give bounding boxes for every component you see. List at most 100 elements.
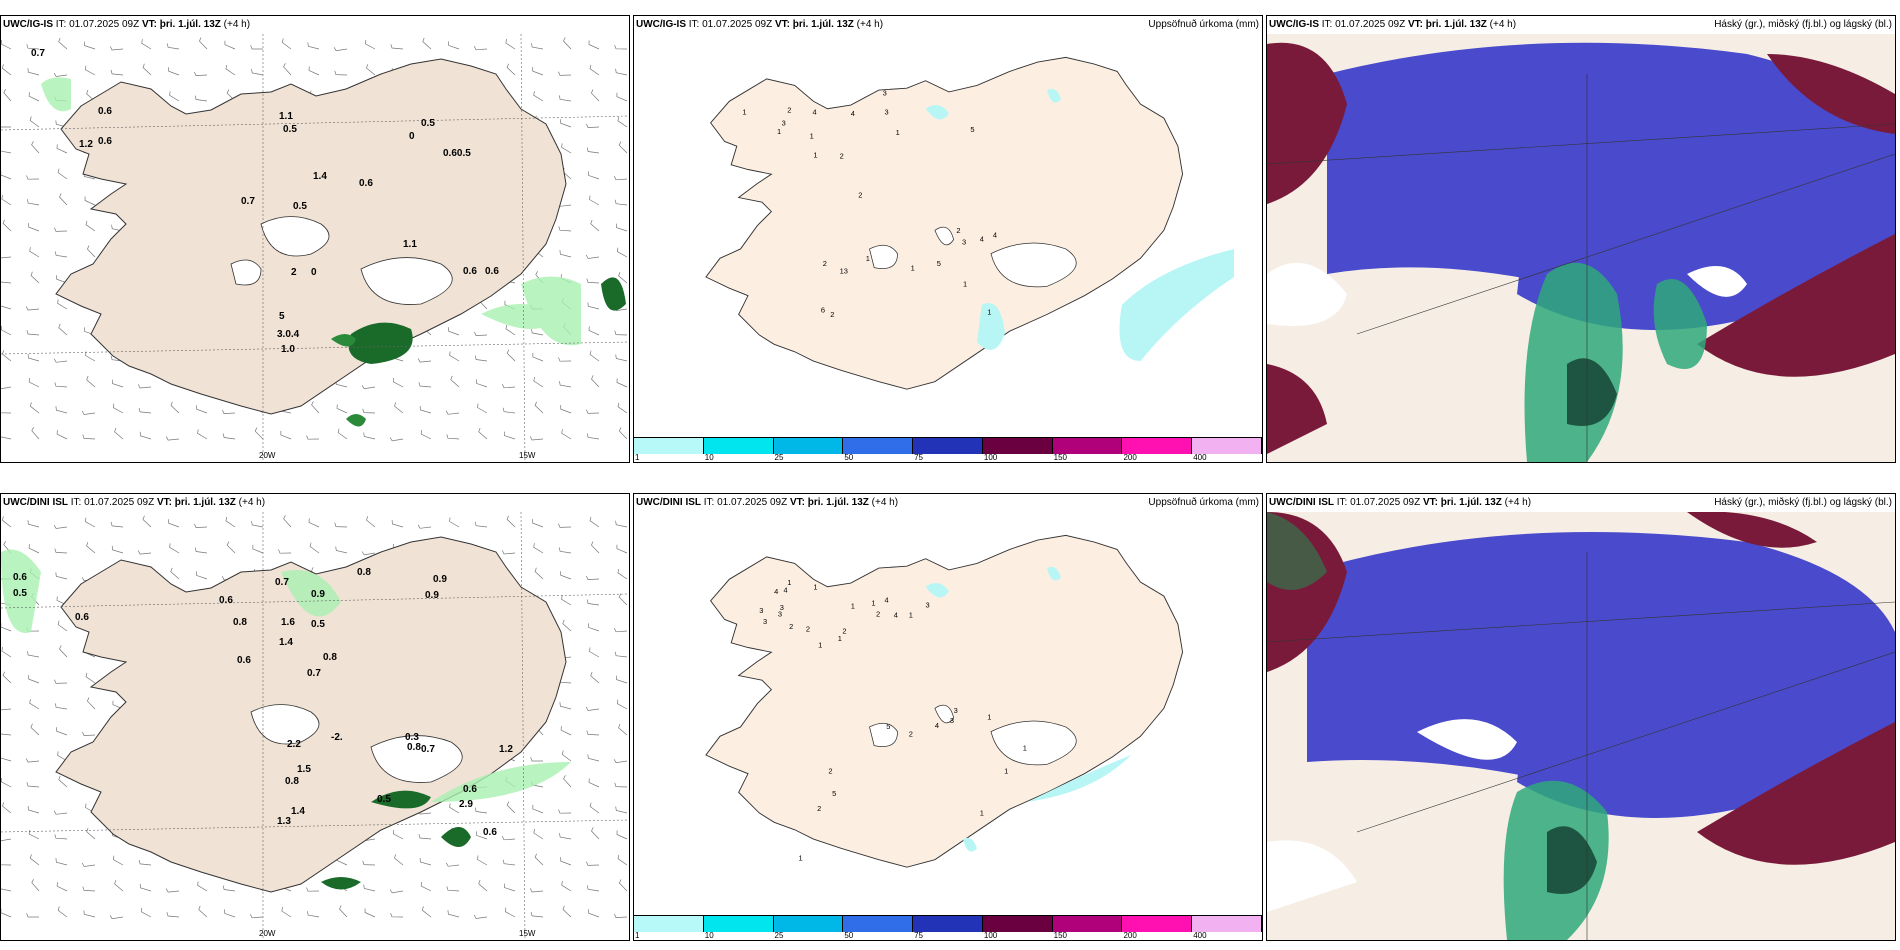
map-value-label: 1 (909, 611, 913, 620)
wind-barb (31, 427, 40, 440)
panel-dini-precip: UWC/DINI ISL IT: 01.07.2025 09Z VT: þri.… (633, 493, 1263, 941)
cloud-map (1267, 512, 1895, 940)
colorbar-swatch (1122, 438, 1193, 454)
wind-barb (506, 801, 516, 814)
wind-barb (1, 888, 12, 892)
map-value-label: 4 (935, 721, 939, 730)
wind-barb (112, 700, 124, 710)
lon-label-20w: 20W (259, 929, 276, 938)
map-value-label: 1 (911, 263, 915, 272)
wind-barb (54, 834, 68, 840)
wind-barb (1, 708, 12, 711)
colorbar-swatch (982, 916, 1053, 932)
wind-barb (590, 541, 600, 554)
wind-barb (86, 245, 96, 258)
panel-igis-wind: UWC/IG-IS IT: 01.07.2025 09Z VT: þri. 1.… (0, 15, 630, 463)
wind-barb (28, 544, 40, 554)
wind-barb (1, 150, 12, 154)
wind-barb (57, 906, 68, 918)
wind-barb (587, 302, 600, 310)
wind-barb (558, 357, 572, 362)
wind-barb (591, 827, 600, 840)
wind-barb (306, 887, 320, 892)
wind-barb (589, 64, 600, 76)
wind-barb (142, 63, 152, 76)
map-value-label: 4 (774, 587, 778, 596)
wind-barb (394, 402, 404, 414)
wind-barb (1, 64, 12, 76)
map-value-label: 1 (963, 279, 967, 288)
wind-barb (86, 375, 96, 388)
map-value-label: 3 (763, 617, 767, 626)
wind-barb (501, 550, 516, 555)
wind-barb (590, 89, 600, 102)
wind-barb (532, 67, 544, 76)
panel-title: Uppsöfnuð úrkoma (mm) (1148, 19, 1259, 30)
colorbar-tick-label: 75 (914, 931, 924, 940)
wind-barb (615, 675, 628, 684)
map-value-label: 2.2 (287, 739, 301, 750)
wind-barb (170, 567, 180, 580)
wind-barb (589, 647, 600, 658)
map-value-label: 3 (962, 237, 966, 246)
wind-barb (58, 323, 68, 336)
map-value-label: 0.8 (323, 652, 337, 663)
wind-barb (586, 885, 600, 892)
map-value-label: 2 (909, 729, 913, 738)
wind-barb (1, 305, 12, 310)
map-value-label: -2. (331, 732, 343, 743)
map-value-label: 0.7 (275, 577, 289, 588)
map-value-label: 1 (810, 132, 814, 141)
map-value-label: 0.5 (293, 201, 307, 212)
wind-barb (586, 409, 600, 414)
wind-barb (363, 432, 376, 440)
wind-barb (473, 914, 488, 919)
colorbar-tick-label: 150 (1053, 931, 1068, 940)
map-value-label: 1 (787, 578, 791, 587)
wind-barb (532, 352, 544, 362)
map-value-label: 1.4 (291, 806, 305, 817)
panel-dini-wind: UWC/DINI ISL IT: 01.07.2025 09Z VT: þri.… (0, 493, 630, 941)
wind-barb (591, 375, 600, 388)
wind-barb (505, 907, 516, 918)
wind-barb (56, 430, 68, 440)
wind-barb (448, 41, 460, 50)
wind-barb (1, 126, 11, 128)
panel-header: UWC/IG-IS IT: 01.07.2025 09Z VT: þri. 1.… (1269, 19, 1517, 30)
colorbar-swatch (1192, 438, 1262, 454)
wind-barb (450, 375, 460, 388)
wind-barb (614, 651, 628, 658)
wind-barb (446, 886, 460, 892)
wind-barb (586, 575, 600, 580)
map-value-label: 2 (840, 151, 844, 160)
wind-barb (111, 379, 124, 388)
wind-barb (1, 436, 12, 440)
wind-barb (83, 41, 96, 50)
wind-barb (29, 854, 40, 866)
map-value-label: 1.5 (297, 764, 311, 775)
wind-precip-map: 20W 15W 0.70.60.61.21.10.50.500.60.51.40… (1, 34, 629, 462)
wind-barb (226, 541, 236, 554)
map-value-label: 4 (784, 585, 788, 594)
wind-barb (250, 45, 263, 50)
wind-barb (30, 723, 40, 736)
wind-barb (165, 436, 180, 441)
wind-barb (361, 385, 376, 390)
map-value-label: 13 (840, 266, 848, 275)
wind-barb (559, 833, 572, 840)
wind-barb (474, 331, 488, 336)
wind-barb (615, 68, 628, 76)
colorbar-tick-label: 400 (1193, 931, 1207, 940)
wind-barb (502, 859, 516, 866)
wind-barb (224, 40, 236, 50)
wind-barb (588, 623, 600, 632)
wind-barb (448, 327, 460, 336)
wind-barb (194, 523, 208, 528)
wind-barb (531, 328, 544, 336)
wind-barb (198, 905, 208, 918)
wind-barb (308, 66, 320, 76)
wind-barb (1, 777, 12, 788)
map-value-label: 0.5 (283, 124, 297, 135)
wind-barb (530, 911, 544, 918)
